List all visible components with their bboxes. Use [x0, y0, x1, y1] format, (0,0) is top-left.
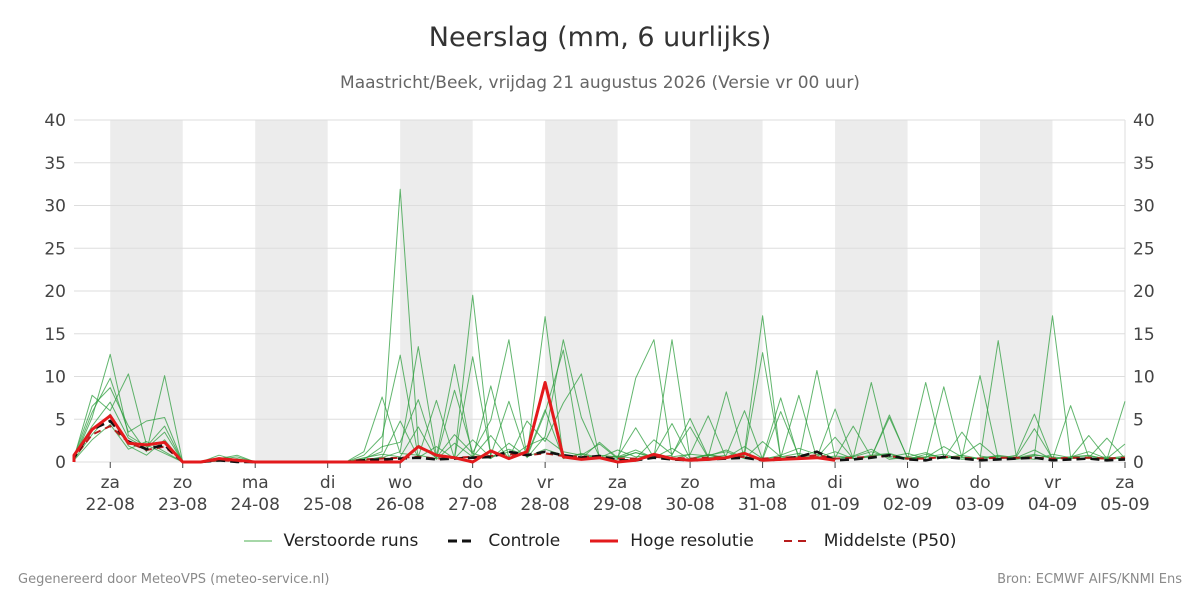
y-tick-label-right: 20	[1133, 282, 1155, 302]
x-tick-label-day: wo	[895, 473, 919, 493]
y-tick-label-left: 0	[55, 453, 66, 473]
x-tick-label-date: 04-09	[1028, 495, 1077, 515]
legend-swatch-median	[783, 540, 812, 542]
y-tick-label-right: 0	[1133, 453, 1144, 473]
x-tick-label-date: 27-08	[448, 495, 497, 515]
x-tick-label-day: ma	[749, 473, 776, 493]
x-tick-label-date: 25-08	[303, 495, 352, 515]
x-tick-label-day: di	[827, 473, 843, 493]
y-tick-label-left: 5	[55, 410, 66, 430]
y-tick-label-right: 10	[1133, 368, 1155, 388]
y-tick-label-right: 15	[1133, 325, 1155, 345]
x-tick-label-day: za	[608, 473, 627, 493]
x-tick-label-date: 03-09	[955, 495, 1004, 515]
legend-item-ensemble[interactable]: Verstoorde runs	[243, 531, 419, 551]
x-tick-label-day: za	[1115, 473, 1134, 493]
chart-title: Neerslag (mm, 6 uurlijks)	[428, 22, 772, 53]
y-tick-label-right: 40	[1133, 111, 1155, 131]
series-line-median	[73, 424, 1126, 463]
y-tick-label-left: 20	[44, 282, 66, 302]
x-tick-label-day: ma	[242, 473, 269, 493]
y-tick-label-left: 40	[44, 111, 66, 131]
y-tick-label-left: 30	[44, 197, 66, 217]
chart-legend: Verstoorde runs Controle Hoge resolutie …	[0, 531, 1200, 551]
x-tick-label-date: 01-09	[810, 495, 859, 515]
y-tick-label-right: 30	[1133, 197, 1155, 217]
x-tick-label-date: 30-08	[665, 495, 714, 515]
x-tick-label-day: zo	[173, 473, 192, 493]
x-tick-label-day: vr	[537, 473, 554, 493]
legend-label-highres: Hoge resolutie	[630, 531, 754, 551]
y-tick-label-right: 5	[1133, 410, 1144, 430]
x-tick-label-date: 23-08	[158, 495, 207, 515]
x-tick-label-date: 24-08	[231, 495, 280, 515]
x-tick-label-date: 22-08	[86, 495, 135, 515]
x-tick-label-day: do	[969, 473, 990, 493]
series-line-ensemble-member	[73, 339, 1126, 463]
legend-swatch-highres	[590, 539, 619, 543]
y-tick-label-left: 35	[44, 154, 66, 174]
x-tick-label-date: 28-08	[520, 495, 569, 515]
footer-generated-by: Gegenereerd door MeteoVPS (meteo-service…	[18, 572, 330, 587]
legend-label-control: Controle	[488, 531, 561, 551]
legend-swatch-ensemble	[243, 540, 272, 542]
x-tick-label-date: 26-08	[375, 495, 424, 515]
x-tick-label-date: 02-09	[883, 495, 932, 515]
legend-label-ensemble: Verstoorde runs	[283, 531, 419, 551]
series-line-highres	[72, 381, 836, 464]
y-tick-label-right: 35	[1133, 154, 1155, 174]
x-tick-label-day: vr	[1044, 473, 1061, 493]
legend-swatch-control	[448, 539, 477, 543]
x-tick-label-day: wo	[388, 473, 412, 493]
y-tick-label-left: 10	[44, 368, 66, 388]
x-tick-label-day: di	[320, 473, 336, 493]
x-tick-label-day: zo	[680, 473, 699, 493]
y-tick-label-left: 15	[44, 325, 66, 345]
x-tick-label-date: 05-09	[1100, 495, 1149, 515]
x-tick-label-date: 31-08	[738, 495, 787, 515]
x-tick-label-date: 29-08	[593, 495, 642, 515]
x-tick-label-day: za	[101, 473, 120, 493]
legend-item-control[interactable]: Controle	[448, 531, 560, 551]
legend-item-highres[interactable]: Hoge resolutie	[590, 531, 754, 551]
series-line-control	[72, 419, 1126, 464]
y-tick-label-left: 25	[44, 239, 66, 259]
x-tick-label-day: do	[462, 473, 483, 493]
footer-source: Bron: ECMWF AIFS/KNMI Ens	[997, 572, 1182, 587]
legend-item-median[interactable]: Middelste (P50)	[783, 531, 957, 551]
chart-subtitle: Maastricht/Beek, vrijdag 21 augustus 202…	[340, 73, 860, 93]
legend-label-median: Middelste (P50)	[823, 531, 957, 551]
y-tick-label-right: 25	[1133, 239, 1155, 259]
